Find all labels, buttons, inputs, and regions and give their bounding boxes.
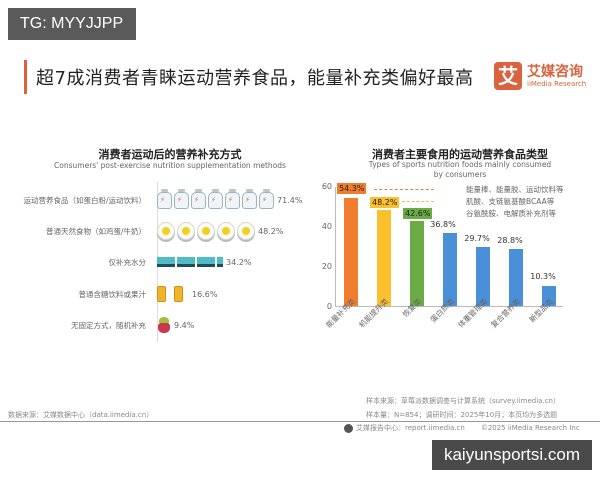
row-label: 普通含糖饮料或果汁	[78, 289, 147, 299]
row-label: 普通天然食物（如鸡蛋/牛奶）	[45, 226, 146, 236]
row-label: 运动营养食品（如蛋白粉/运动饮料）	[23, 195, 146, 205]
iimedia-logo: 艾 艾媒咨询 iiMedia Research	[494, 62, 586, 90]
bar-value: 48.2%	[370, 197, 400, 208]
subtitle-line-1: Types of sports nutrition foods mainly c…	[368, 160, 552, 169]
bar-performance	[377, 210, 391, 306]
logo-cn: 艾媒咨询	[527, 63, 583, 80]
globe-icon	[344, 423, 353, 433]
drink-can-icon	[157, 286, 189, 302]
data-source: 数据来源：艾媒数据中心（data.iimedia.cn）	[8, 411, 154, 419]
y-tick: 0	[326, 302, 332, 311]
leader-line	[374, 189, 434, 190]
y-tick: 60	[321, 182, 332, 191]
left-chart-row: 仅补充水分 34.2%	[0, 252, 251, 272]
bar-protein	[443, 233, 457, 306]
note-performance: 肌酸、支链氨基酸BCAA等	[466, 197, 555, 206]
y-tick: 40	[321, 222, 332, 231]
bar-value: 42.6%	[403, 208, 433, 219]
y-tick: 20	[321, 262, 332, 271]
bar-value: 54.3%	[337, 183, 367, 194]
copyright: ©2025 iiMedia Research Inc	[480, 424, 580, 432]
bar-recovery	[410, 221, 424, 306]
sample-source: 样本来源：草莓派数据调查与计算系统（survey.iimedia.cn）	[366, 397, 560, 405]
page-title: 超7成消费者青睐运动营养食品，能量补充类偏好最高	[36, 68, 474, 89]
protein-jar-icon	[157, 188, 274, 209]
row-label: 无固定方式，随机补充	[71, 320, 146, 330]
row-value: 16.6%	[192, 289, 218, 299]
note-energy: 能量棒、能量胶、运动饮料等	[466, 185, 564, 194]
watermark: kaiyunsportsi.com	[432, 440, 592, 470]
bar-value: 10.3%	[530, 272, 556, 281]
tg-badge: TG: MYYJJPP	[8, 8, 136, 40]
bar-value: 29.7%	[464, 234, 490, 243]
water-cup-icon	[157, 257, 223, 267]
bar-energy	[344, 198, 358, 306]
left-chart-row: 普通天然食物（如鸡蛋/牛奶） 48.2%	[0, 221, 283, 241]
footer: 艾媒报告中心：report.iimedia.cn ©2025 iiMedia R…	[344, 423, 580, 433]
left-chart-row: 无固定方式，随机补充 9.4%	[0, 315, 194, 335]
random-pot-icon	[157, 317, 171, 333]
bar-compound	[509, 249, 523, 306]
row-value: 48.2%	[258, 226, 284, 236]
right-chart-plot	[335, 187, 563, 307]
right-chart-subtitle: Types of sports nutrition foods mainly c…	[330, 160, 590, 180]
row-value: 71.4%	[277, 195, 303, 205]
right-chart-title: 消费者主要食用的运动营养食品类型	[372, 148, 548, 161]
bar-new	[542, 286, 556, 306]
logo-mark-icon: 艾	[494, 62, 522, 90]
report-center-link[interactable]: 艾媒报告中心：report.iimedia.cn	[356, 424, 465, 432]
egg-icon	[157, 222, 255, 240]
row-value: 9.4%	[174, 320, 195, 330]
row-label: 仅补充水分	[108, 257, 147, 267]
row-value: 34.2%	[226, 257, 252, 267]
left-chart-title: 消费者运动后的营养补充方式	[98, 148, 242, 161]
sample-size: 样本量：N=854；调研时间：2025年10月；本页均为多选题	[366, 411, 558, 419]
leader-line	[402, 201, 434, 202]
note-recovery: 谷氨酰胺、电解质补充剂等	[466, 209, 556, 218]
left-chart-subtitle: Consumers' post-exercise nutrition suppl…	[54, 161, 286, 170]
left-chart-row: 普通含糖饮料或果汁 16.6%	[0, 284, 217, 304]
bar-weight	[476, 247, 490, 306]
subtitle-line-2: by consumers	[433, 170, 487, 179]
bar-value: 28.8%	[497, 236, 523, 245]
footer-divider	[0, 421, 600, 422]
left-chart-row: 运动营养食品（如蛋白粉/运动饮料） 71.4%	[0, 188, 303, 210]
title-accent-bar	[24, 60, 27, 94]
bar-value: 36.8%	[430, 220, 456, 229]
logo-en: iiMedia Research	[527, 79, 587, 88]
